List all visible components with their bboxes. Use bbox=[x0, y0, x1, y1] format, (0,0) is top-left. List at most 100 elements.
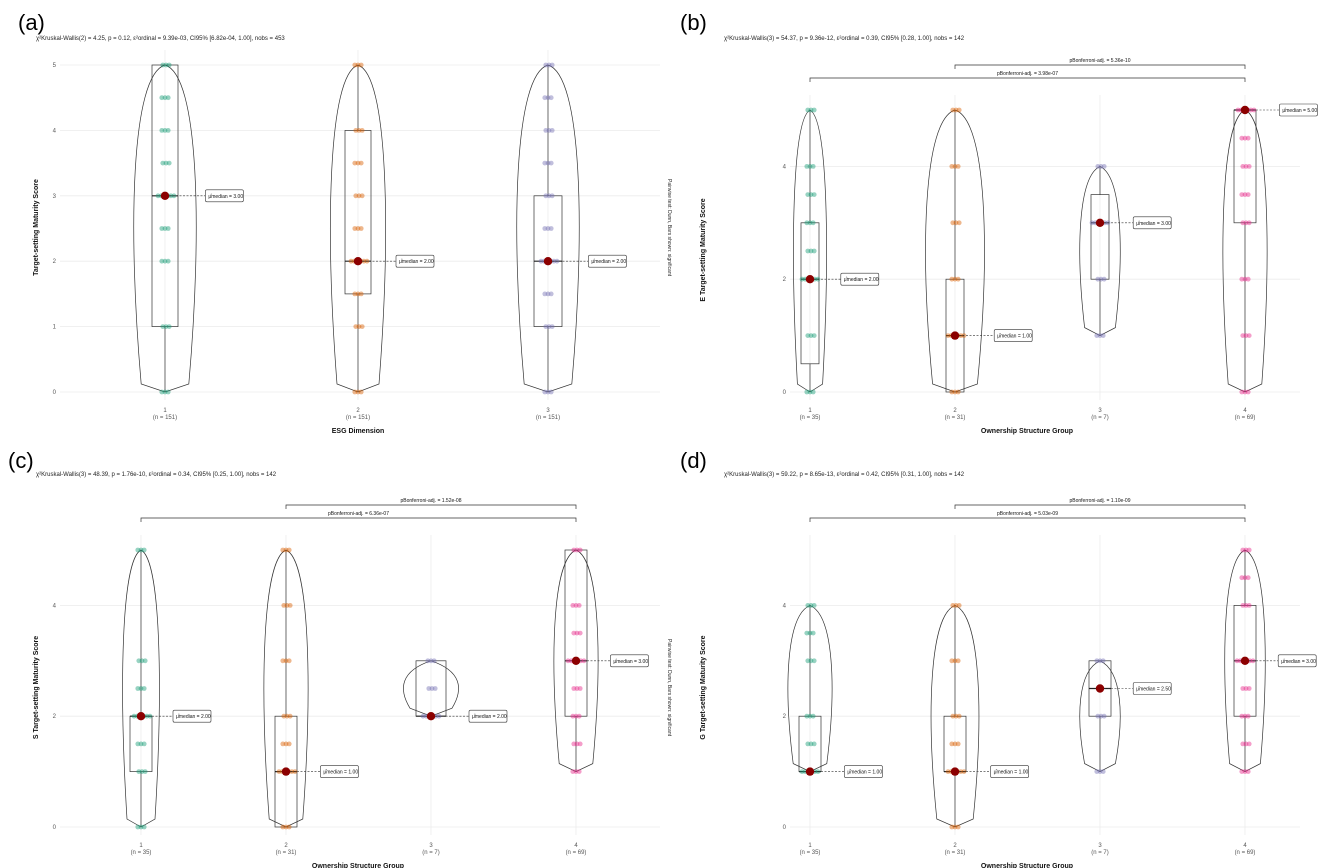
median-label-box bbox=[172, 709, 212, 723]
data-point bbox=[1246, 164, 1252, 169]
data-point bbox=[548, 95, 554, 101]
group-1: μ̂median = 1.00 1(n = 35) bbox=[787, 603, 883, 856]
data-point bbox=[548, 160, 554, 166]
data-point bbox=[356, 127, 362, 133]
data-point bbox=[549, 193, 555, 199]
data-point bbox=[284, 713, 290, 719]
data-point bbox=[1243, 686, 1249, 691]
median-point bbox=[136, 712, 146, 721]
data-point bbox=[353, 324, 359, 329]
panel-subtitle: χ²Kruskal-Wallis(2) = 4.25, p = 0.12, ε²… bbox=[36, 36, 285, 42]
panel-2: (b) χ²Kruskal-Wallis(3) = 54.37, p = 9.36… bbox=[680, 10, 1318, 435]
median-point bbox=[1095, 684, 1105, 693]
data-point bbox=[1235, 107, 1241, 113]
median-label-box bbox=[395, 254, 435, 268]
panel-3: (c)χ²Kruskal-Wallis(3) = 48.39, p = 1.76… bbox=[8, 448, 672, 868]
x-tick-label: 2 bbox=[356, 408, 360, 414]
data-point bbox=[1243, 603, 1249, 608]
data-point bbox=[420, 713, 426, 719]
median-label-box bbox=[588, 254, 627, 268]
median-point bbox=[950, 767, 960, 776]
x-tick-label: 4 bbox=[574, 843, 578, 849]
data-point bbox=[286, 547, 292, 553]
data-point bbox=[431, 658, 437, 664]
data-point bbox=[805, 107, 811, 113]
x-tick-count: (n = 69) bbox=[566, 850, 587, 856]
pairwise-bracket bbox=[809, 77, 1246, 82]
data-point bbox=[1097, 658, 1103, 664]
data-point bbox=[571, 686, 577, 691]
data-point bbox=[165, 258, 171, 264]
y-tick-label: 2 bbox=[53, 714, 57, 720]
data-point bbox=[1095, 276, 1101, 282]
data-point bbox=[359, 127, 365, 133]
data-point bbox=[574, 547, 580, 553]
data-point bbox=[542, 95, 548, 101]
data-point bbox=[955, 741, 961, 747]
group-1: μ̂median = 2.00 1(n = 35) bbox=[793, 107, 880, 421]
data-point bbox=[807, 220, 813, 226]
data-point bbox=[949, 164, 955, 169]
data-point bbox=[352, 226, 358, 231]
pairwise-label: pBonferroni-adj. = 6.36e-07 bbox=[328, 511, 389, 517]
x-tick-count: (n = 35) bbox=[800, 415, 821, 421]
data-point bbox=[283, 658, 289, 664]
data-point bbox=[1239, 192, 1245, 198]
data-point bbox=[949, 824, 955, 830]
x-axis-title: Ownership Structure Group bbox=[981, 863, 1073, 868]
y-axis-title: E Target-setting Maturity Score bbox=[700, 198, 707, 301]
data-point bbox=[955, 389, 961, 395]
median-label-box bbox=[1279, 103, 1318, 117]
data-point bbox=[805, 248, 811, 254]
median-point bbox=[1240, 656, 1250, 665]
panel-1: (a)χ²Kruskal-Wallis(2) = 4.25, p = 0.12,… bbox=[18, 10, 672, 435]
data-point bbox=[571, 630, 577, 636]
pairwise-bracket bbox=[140, 517, 577, 522]
data-point bbox=[810, 220, 816, 226]
data-point bbox=[429, 686, 435, 691]
data-point bbox=[281, 603, 287, 608]
x-tick-count: (n = 35) bbox=[800, 850, 821, 856]
data-point bbox=[141, 824, 147, 830]
median-point bbox=[1240, 105, 1250, 115]
data-point bbox=[166, 324, 172, 329]
data-point bbox=[573, 713, 579, 719]
x-tick-label: 3 bbox=[429, 843, 433, 849]
x-tick-count: (n = 31) bbox=[945, 850, 966, 856]
data-point bbox=[1246, 741, 1252, 747]
data-point bbox=[1239, 276, 1245, 282]
x-tick-label: 1 bbox=[139, 843, 143, 849]
data-point bbox=[571, 741, 577, 747]
median-point bbox=[571, 656, 581, 665]
data-point bbox=[811, 192, 817, 198]
data-point bbox=[352, 389, 358, 395]
data-point bbox=[162, 95, 168, 101]
y-tick-label: 2 bbox=[783, 277, 787, 283]
data-point bbox=[805, 192, 811, 198]
data-point bbox=[807, 713, 813, 719]
data-point bbox=[570, 713, 576, 719]
median-label-box bbox=[993, 329, 1033, 342]
data-point bbox=[1240, 741, 1246, 747]
data-point bbox=[545, 389, 551, 395]
median-point bbox=[950, 331, 960, 340]
panel-4: (d) χ²Kruskal-Wallis(3) = 59.22, p = 8.65… bbox=[680, 448, 1317, 868]
median-point bbox=[543, 257, 553, 266]
data-point bbox=[548, 226, 554, 231]
x-tick-label: 1 bbox=[808, 408, 812, 414]
data-point bbox=[945, 769, 951, 774]
data-point bbox=[139, 658, 145, 664]
data-point bbox=[805, 658, 811, 664]
data-point bbox=[1245, 192, 1251, 198]
x-tick-count: (n = 31) bbox=[276, 850, 297, 856]
data-point bbox=[283, 824, 289, 830]
data-point bbox=[1101, 276, 1107, 282]
data-point bbox=[141, 741, 147, 747]
y-tick-label: 4 bbox=[53, 128, 57, 134]
data-point bbox=[548, 291, 554, 297]
data-point bbox=[1245, 276, 1251, 282]
data-point bbox=[1240, 333, 1246, 338]
data-point bbox=[1243, 741, 1249, 747]
data-point bbox=[1240, 547, 1246, 553]
data-point bbox=[353, 127, 359, 133]
